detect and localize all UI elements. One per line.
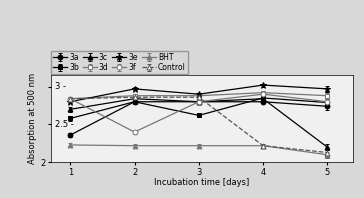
Text: 2.5 -: 2.5 -	[55, 120, 74, 129]
X-axis label: Incubation time [days]: Incubation time [days]	[154, 178, 250, 187]
Legend: 3a, 3b, 3c, 3d, 3e, 3f, BHT, Control: 3a, 3b, 3c, 3d, 3e, 3f, BHT, Control	[51, 51, 188, 74]
Text: 3 -: 3 -	[55, 82, 67, 91]
Y-axis label: Absorption at 500 nm: Absorption at 500 nm	[28, 73, 37, 164]
